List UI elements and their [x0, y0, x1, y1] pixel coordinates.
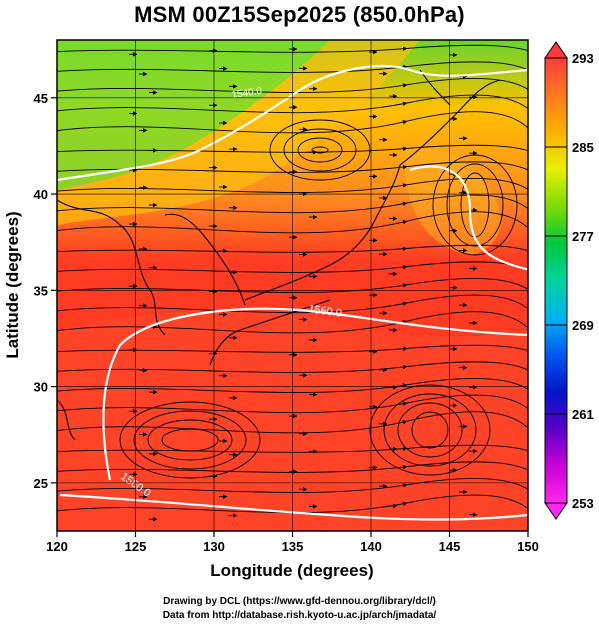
warm-core-ne: [400, 147, 501, 255]
streamline: [57, 444, 528, 453]
footer-credit-data: Data from http://database.rish.kyoto-u.a…: [162, 610, 437, 621]
colorbar-ticks: 293 285 277 269 261 253: [545, 51, 594, 511]
eddy-streamline: [147, 419, 233, 461]
x-tick-label: 130: [203, 539, 225, 554]
colorbar-tick-label: 293: [572, 51, 594, 66]
geopotential-contours: [57, 64, 528, 521]
colorbar-tick-label: 261: [572, 407, 594, 422]
eddy-streamline: [269, 119, 371, 181]
streamline: [57, 144, 528, 153]
eddy-streamline: [369, 384, 491, 476]
colorbar-tick-label: 277: [572, 229, 594, 244]
eddy-streamline: [383, 393, 477, 467]
streamline: [57, 478, 528, 494]
eddy-streamline: [432, 154, 518, 256]
x-tick-label: 125: [125, 539, 147, 554]
x-tick-label: 150: [517, 539, 539, 554]
y-axis: 25 30 35 40 45: [34, 91, 57, 491]
streamline: [57, 344, 528, 353]
coastlines: [57, 69, 501, 441]
x-axis: 120 125 130 135 140 145 150: [46, 531, 539, 554]
streamline: [57, 44, 528, 53]
streamline: [57, 78, 528, 94]
cool-band: [57, 40, 420, 225]
y-axis-label: Latitude (degrees): [3, 211, 22, 358]
contour-label: 1540.0: [231, 86, 263, 101]
y-tick-label: 35: [34, 283, 48, 298]
eddy-streamline: [297, 137, 343, 163]
eddy-streamline: [161, 428, 219, 452]
colorbar-tick-label: 253: [572, 496, 594, 511]
colorbar: 293 285 277 269 261 253: [544, 41, 594, 520]
colorbar-tick-label: 269: [572, 318, 594, 333]
map-title: MSM 00Z15Sep2025 (850.0hPa): [134, 2, 465, 27]
colorbar-top-arrow: [544, 41, 568, 59]
streamline: [57, 461, 528, 473]
eddy-streamline: [397, 402, 463, 458]
y-tick-label: 30: [34, 380, 48, 395]
lat-lon-grid: [57, 40, 528, 531]
x-tick-label: 135: [282, 539, 304, 554]
footer-credit-drawing: Drawing by DCL (https://www.gfd-dennou.o…: [163, 596, 436, 607]
colorbar-tick-label: 285: [572, 140, 594, 155]
eddy-streamline: [411, 411, 449, 449]
y-tick-label: 40: [34, 187, 48, 202]
streamline: [57, 378, 528, 394]
streamline: [57, 244, 528, 253]
y-tick-label: 25: [34, 476, 48, 491]
streamline: [57, 361, 528, 373]
streamline: [57, 178, 528, 194]
cold-region: [57, 40, 330, 190]
eddy-streamline: [311, 146, 329, 154]
eddy-streamline: [446, 163, 504, 247]
colorbar-bottom-arrow: [544, 502, 568, 520]
streamline: [57, 161, 528, 173]
colorbar-scale: [544, 57, 568, 504]
y-tick-label: 45: [34, 91, 48, 106]
streamline: [57, 61, 528, 73]
eddy-streamline: [283, 128, 357, 172]
x-axis-label: Longitude (degrees): [210, 561, 373, 580]
eddy-streamline: [119, 401, 261, 479]
contour-label: 1560.0: [308, 303, 343, 320]
eddy-streamline: [133, 410, 247, 470]
x-tick-label: 120: [46, 539, 68, 554]
x-tick-label: 140: [360, 539, 382, 554]
x-tick-label: 145: [439, 539, 461, 554]
